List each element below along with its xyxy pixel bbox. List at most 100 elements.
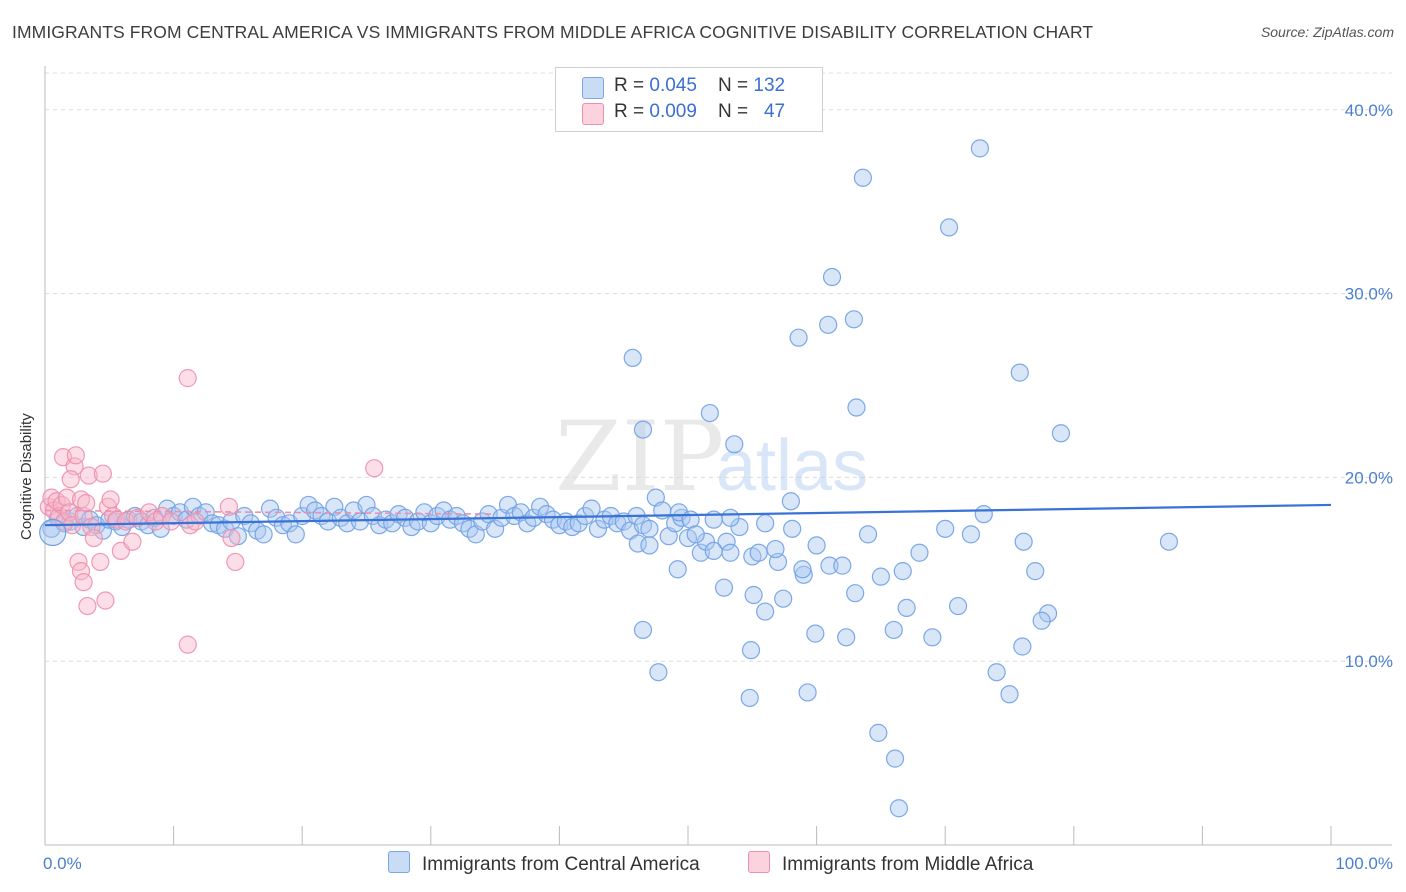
middle-africa-point [178, 369, 197, 388]
central-america-point [987, 663, 1006, 682]
central-america-trend-line [44, 503, 1332, 527]
central-america-point [1159, 532, 1179, 551]
central-america-point [725, 435, 744, 454]
middle-africa-point [98, 497, 118, 516]
central-america-point [588, 519, 608, 538]
bottom-legend-swatch [388, 851, 410, 873]
central-america-point [640, 536, 659, 555]
middle-africa-point [93, 464, 112, 483]
middle-africa-point [79, 466, 98, 485]
middle-africa-point [77, 494, 96, 513]
central-america-point [774, 589, 793, 608]
central-america-point [820, 556, 839, 575]
central-america-point [819, 315, 838, 334]
central-america-point [623, 348, 642, 368]
bottom-legend-middle-africa: Immigrants from Middle Africa [748, 851, 1033, 876]
bottom-legend-label: Immigrants from Middle Africa [782, 854, 1034, 875]
central-america-point [668, 560, 687, 579]
central-america-point [1000, 685, 1019, 704]
central-america-point [569, 514, 588, 533]
central-america-point [936, 519, 955, 538]
central-america-point [531, 497, 550, 516]
legend-swatch-middle-africa [582, 103, 604, 125]
legend-row-middle-africa: R = 0.009 N = 47 [556, 101, 822, 127]
central-america-point [633, 420, 653, 439]
middle-africa-point [365, 459, 384, 478]
central-america-point [1032, 611, 1051, 630]
central-america-point [869, 723, 888, 742]
central-america-point [871, 567, 891, 586]
legend-n-value: 47 [763, 101, 786, 122]
central-america-point [961, 525, 981, 544]
central-america-point [846, 584, 865, 603]
central-america-point [744, 585, 763, 605]
central-america-point [885, 749, 905, 768]
central-america-point [756, 514, 775, 533]
middle-africa-point [116, 512, 136, 531]
middle-africa-point [226, 552, 245, 572]
central-america-point [741, 641, 761, 660]
correlation-legend: R = 0.045 N = 132 R = 0.009 N = 47 [555, 67, 823, 132]
central-america-point [696, 532, 716, 551]
central-america-point [486, 519, 505, 538]
y-tick-label: 30.0% [1345, 285, 1393, 304]
middle-africa-point [123, 532, 142, 551]
middle-africa-point [128, 508, 147, 527]
tick-labels: 10.0% 20.0% 30.0% 40.0% 0.0% 100.0% [43, 101, 1393, 873]
central-america-point [756, 602, 775, 621]
central-america-point [740, 688, 759, 708]
central-america-point [325, 497, 344, 516]
central-america-point [1026, 562, 1045, 581]
chart-source: Source: ZipAtlas.com [1260, 24, 1394, 40]
middle-africa-trend-line [44, 509, 496, 515]
y-tick-label: 10.0% [1345, 652, 1393, 671]
central-america-point [717, 532, 736, 551]
central-america-point [704, 541, 723, 561]
axes [44, 66, 1392, 846]
central-america-point [923, 628, 942, 647]
central-america-point [1038, 604, 1058, 623]
legend-r-value: 0.009 [649, 101, 697, 122]
central-america-point [889, 799, 909, 818]
central-america-point [833, 556, 852, 575]
central-america-point [686, 525, 705, 544]
middle-africa-point [82, 517, 101, 537]
central-america-point [254, 525, 273, 544]
central-america-point [910, 543, 929, 562]
central-america-point [649, 663, 668, 682]
central-america-point [1013, 637, 1032, 656]
middle-africa-point [61, 470, 80, 489]
central-america-point [721, 543, 740, 562]
central-america-point [822, 267, 842, 287]
central-america-point [640, 519, 659, 538]
central-america-point [721, 508, 740, 527]
bottom-legend-label: Immigrants from Central America [422, 854, 700, 875]
chart-title: IMMIGRANTS FROM CENTRAL AMERICA VS IMMIG… [12, 22, 1094, 42]
gridlines [45, 72, 1392, 662]
central-america-point [1014, 532, 1033, 551]
y-tick-label: 20.0% [1345, 468, 1393, 487]
central-america-point [853, 168, 872, 187]
y-tick-label: 40.0% [1345, 101, 1393, 120]
central-america-point [948, 596, 968, 616]
central-america-point [974, 505, 993, 524]
middle-africa-point [161, 512, 181, 531]
central-america-point [806, 624, 825, 643]
central-america-point [970, 139, 990, 158]
legend-r-label: R = [614, 75, 650, 96]
central-america-point [714, 578, 734, 597]
middle-africa-point [91, 552, 110, 572]
middle-africa-point [222, 528, 241, 548]
central-america-point [897, 598, 916, 617]
central-america-point [798, 683, 817, 702]
central-america-point [447, 506, 466, 526]
central-america-point [633, 620, 653, 640]
central-america-point [228, 527, 247, 546]
legend-n-label: N = [718, 101, 754, 122]
trend-lines [44, 503, 1332, 527]
central-america-point [700, 403, 719, 423]
middle-africa-point [186, 512, 205, 531]
middle-africa-point [78, 596, 97, 616]
central-america-point [847, 398, 866, 417]
